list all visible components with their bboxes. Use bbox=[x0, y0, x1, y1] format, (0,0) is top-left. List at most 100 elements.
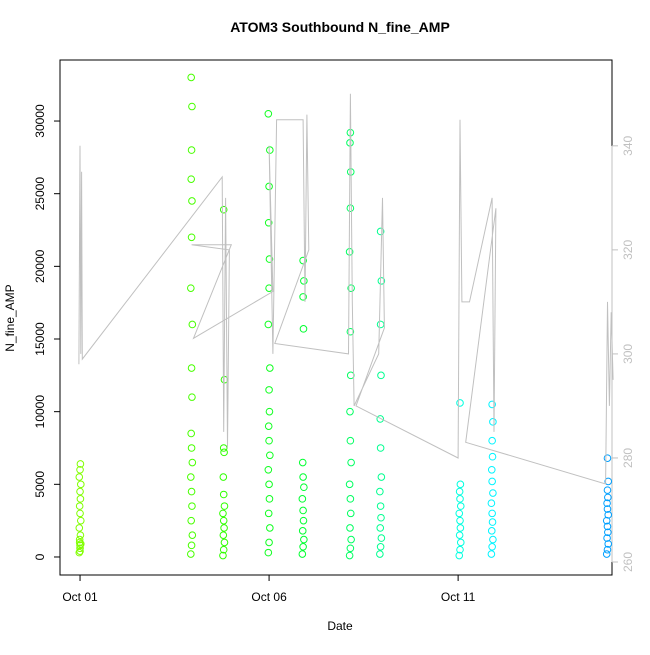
point bbox=[603, 545, 612, 554]
point bbox=[488, 509, 496, 518]
point bbox=[376, 550, 384, 558]
point bbox=[456, 538, 465, 547]
point bbox=[188, 393, 196, 401]
point bbox=[265, 495, 274, 503]
point bbox=[76, 547, 84, 555]
point bbox=[604, 528, 612, 537]
point bbox=[346, 495, 355, 503]
point bbox=[376, 415, 385, 423]
point bbox=[376, 444, 385, 452]
point bbox=[76, 544, 84, 553]
point bbox=[487, 527, 496, 535]
point bbox=[488, 452, 497, 461]
point bbox=[264, 109, 273, 118]
point bbox=[187, 429, 195, 438]
point bbox=[455, 509, 464, 518]
point bbox=[220, 538, 229, 547]
point bbox=[219, 473, 228, 481]
point bbox=[265, 255, 274, 263]
point bbox=[187, 233, 196, 242]
y-tick-label: 15000 bbox=[33, 322, 47, 356]
point bbox=[299, 293, 307, 301]
point bbox=[346, 204, 355, 213]
point bbox=[187, 516, 195, 525]
point bbox=[488, 400, 496, 409]
point bbox=[219, 545, 228, 554]
point bbox=[487, 499, 496, 508]
point bbox=[347, 458, 355, 467]
point bbox=[376, 502, 385, 510]
point bbox=[300, 535, 308, 544]
point bbox=[220, 524, 228, 532]
y2-tick-label: 280 bbox=[621, 448, 635, 468]
point bbox=[76, 460, 85, 468]
point bbox=[346, 436, 355, 445]
point bbox=[265, 386, 273, 394]
point bbox=[187, 146, 196, 154]
point bbox=[456, 524, 465, 532]
point bbox=[377, 277, 386, 285]
point bbox=[346, 509, 355, 518]
point bbox=[76, 541, 84, 550]
point bbox=[188, 531, 197, 539]
point bbox=[298, 495, 307, 503]
point bbox=[266, 364, 274, 372]
point bbox=[489, 418, 497, 426]
x-tick-label: Oct 06 bbox=[251, 590, 287, 604]
point bbox=[377, 371, 385, 380]
point bbox=[76, 531, 85, 539]
point bbox=[456, 502, 465, 510]
point bbox=[347, 535, 355, 544]
point bbox=[219, 516, 228, 525]
point bbox=[75, 524, 84, 532]
point bbox=[604, 493, 612, 502]
point bbox=[264, 509, 273, 518]
point bbox=[603, 454, 612, 462]
point bbox=[345, 480, 354, 489]
point bbox=[455, 531, 464, 539]
point bbox=[377, 473, 386, 481]
point bbox=[298, 458, 307, 467]
point bbox=[298, 550, 307, 558]
point bbox=[602, 550, 611, 558]
y-tick-label: 25000 bbox=[33, 177, 47, 211]
point bbox=[345, 551, 354, 560]
chart-title: ATOM3 Southbound N_fine_AMP bbox=[230, 19, 450, 35]
point bbox=[487, 465, 496, 474]
point bbox=[188, 320, 197, 329]
point bbox=[300, 483, 308, 492]
point bbox=[187, 550, 195, 558]
point bbox=[266, 524, 274, 532]
point bbox=[299, 516, 308, 525]
y-tick-label: 30000 bbox=[33, 104, 47, 138]
point bbox=[187, 284, 195, 292]
point bbox=[456, 516, 464, 525]
point bbox=[75, 473, 84, 481]
point bbox=[75, 538, 84, 547]
point bbox=[456, 399, 464, 407]
point bbox=[488, 436, 496, 445]
point bbox=[76, 465, 84, 474]
point bbox=[75, 502, 84, 510]
point bbox=[76, 516, 85, 525]
x-tick-label: Oct 11 bbox=[441, 590, 476, 604]
point bbox=[456, 495, 464, 503]
point bbox=[266, 146, 274, 154]
y-tick-label: 20000 bbox=[33, 249, 47, 283]
x-tick-label: Oct 01 bbox=[62, 590, 98, 604]
point bbox=[219, 531, 228, 539]
point bbox=[220, 448, 228, 457]
point bbox=[487, 550, 496, 558]
point bbox=[346, 327, 355, 336]
point bbox=[299, 325, 308, 333]
point bbox=[265, 436, 273, 445]
point bbox=[266, 451, 274, 460]
point bbox=[187, 73, 195, 82]
point bbox=[376, 487, 384, 496]
point bbox=[376, 524, 385, 532]
point bbox=[300, 277, 308, 285]
point bbox=[298, 527, 307, 535]
point bbox=[187, 473, 195, 481]
